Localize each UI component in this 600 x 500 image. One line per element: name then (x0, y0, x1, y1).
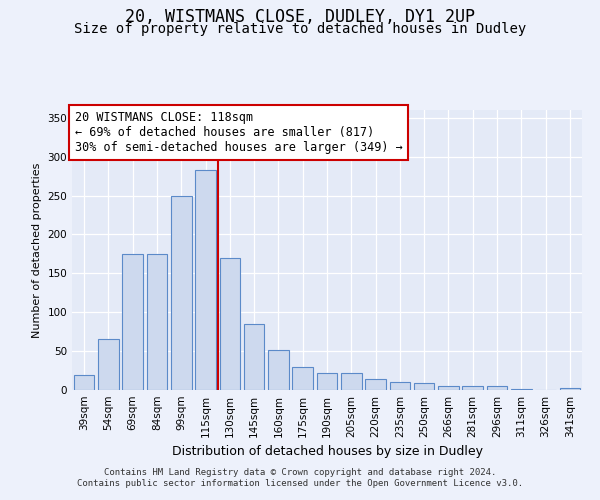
Bar (341, 373, 362, 390)
Bar (146, 254, 167, 390)
Bar (195, 170, 216, 390)
Bar (292, 366, 313, 390)
Bar (317, 373, 337, 390)
Text: Size of property relative to detached houses in Dudley: Size of property relative to detached ho… (74, 22, 526, 36)
Bar (463, 386, 483, 390)
Bar (98, 340, 119, 390)
Bar (74, 375, 94, 390)
Bar (122, 254, 143, 390)
Bar (511, 389, 532, 390)
Bar (487, 386, 508, 390)
Text: Contains HM Land Registry data © Crown copyright and database right 2024.
Contai: Contains HM Land Registry data © Crown c… (77, 468, 523, 487)
Bar (268, 350, 289, 390)
X-axis label: Distribution of detached houses by size in Dudley: Distribution of detached houses by size … (172, 446, 482, 458)
Bar (365, 379, 386, 390)
Bar (171, 196, 191, 390)
Bar (389, 382, 410, 390)
Bar (438, 386, 459, 390)
Text: 20 WISTMANS CLOSE: 118sqm
← 69% of detached houses are smaller (817)
30% of semi: 20 WISTMANS CLOSE: 118sqm ← 69% of detac… (74, 112, 403, 154)
Bar (220, 258, 240, 390)
Text: 20, WISTMANS CLOSE, DUDLEY, DY1 2UP: 20, WISTMANS CLOSE, DUDLEY, DY1 2UP (125, 8, 475, 26)
Bar (244, 324, 265, 390)
Y-axis label: Number of detached properties: Number of detached properties (32, 162, 42, 338)
Bar (414, 383, 434, 390)
Bar (560, 388, 580, 390)
